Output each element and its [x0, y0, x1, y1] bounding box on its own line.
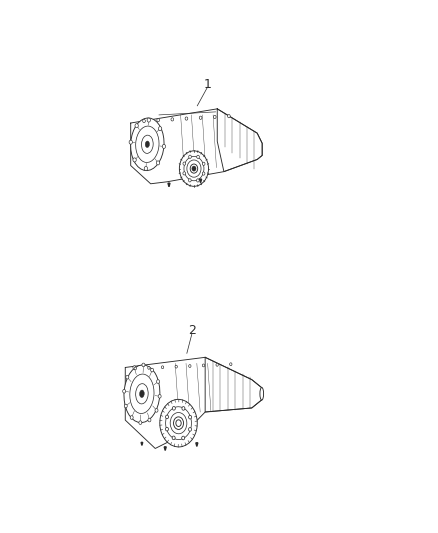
Ellipse shape: [160, 399, 197, 447]
Ellipse shape: [140, 390, 144, 398]
Ellipse shape: [145, 141, 149, 148]
Circle shape: [202, 364, 205, 367]
Circle shape: [142, 363, 145, 367]
Ellipse shape: [124, 365, 160, 423]
Ellipse shape: [136, 384, 148, 404]
Circle shape: [156, 161, 160, 165]
Polygon shape: [168, 183, 170, 187]
Circle shape: [130, 416, 133, 419]
Circle shape: [182, 407, 185, 410]
Circle shape: [124, 404, 127, 408]
Circle shape: [228, 115, 230, 118]
Text: 1: 1: [203, 78, 211, 91]
Polygon shape: [141, 442, 143, 446]
Circle shape: [147, 118, 151, 122]
Circle shape: [135, 124, 138, 128]
Polygon shape: [196, 443, 198, 447]
Ellipse shape: [260, 387, 264, 400]
Circle shape: [189, 365, 191, 367]
Ellipse shape: [141, 135, 153, 154]
Polygon shape: [164, 447, 166, 450]
Ellipse shape: [170, 413, 187, 434]
Circle shape: [202, 162, 205, 165]
Ellipse shape: [166, 407, 191, 440]
Circle shape: [189, 415, 191, 419]
Circle shape: [202, 172, 205, 175]
Circle shape: [133, 366, 136, 369]
Text: 2: 2: [188, 325, 196, 337]
Ellipse shape: [180, 151, 208, 187]
Circle shape: [129, 140, 132, 144]
Ellipse shape: [131, 118, 164, 171]
Circle shape: [143, 119, 145, 123]
Circle shape: [157, 118, 159, 122]
Ellipse shape: [173, 417, 184, 430]
Circle shape: [216, 364, 218, 366]
Circle shape: [199, 116, 202, 119]
Circle shape: [161, 366, 164, 369]
Ellipse shape: [136, 126, 159, 163]
Circle shape: [171, 118, 173, 121]
Circle shape: [213, 115, 216, 118]
Circle shape: [197, 179, 199, 182]
Polygon shape: [200, 179, 201, 183]
Circle shape: [166, 427, 169, 431]
Ellipse shape: [190, 164, 198, 173]
Circle shape: [151, 368, 154, 372]
Circle shape: [144, 166, 148, 171]
Circle shape: [148, 418, 151, 422]
Circle shape: [162, 144, 166, 148]
Circle shape: [139, 421, 142, 424]
Ellipse shape: [192, 166, 196, 171]
Circle shape: [156, 379, 159, 383]
Circle shape: [123, 390, 126, 393]
Circle shape: [183, 172, 186, 175]
Ellipse shape: [184, 157, 204, 181]
Ellipse shape: [130, 374, 154, 414]
Circle shape: [166, 415, 169, 419]
Circle shape: [197, 155, 199, 158]
Circle shape: [172, 436, 175, 440]
Circle shape: [230, 363, 232, 366]
Ellipse shape: [176, 420, 181, 426]
Circle shape: [175, 365, 177, 368]
Circle shape: [134, 367, 136, 370]
Ellipse shape: [187, 160, 201, 177]
Circle shape: [158, 394, 161, 398]
Circle shape: [133, 158, 136, 162]
Circle shape: [159, 127, 162, 131]
Circle shape: [188, 179, 191, 182]
Circle shape: [189, 155, 191, 158]
Circle shape: [148, 367, 150, 369]
Circle shape: [188, 427, 191, 431]
Circle shape: [173, 407, 175, 410]
Circle shape: [185, 117, 188, 120]
Circle shape: [126, 375, 129, 379]
Circle shape: [183, 162, 186, 165]
Circle shape: [155, 409, 158, 412]
Circle shape: [182, 436, 185, 440]
